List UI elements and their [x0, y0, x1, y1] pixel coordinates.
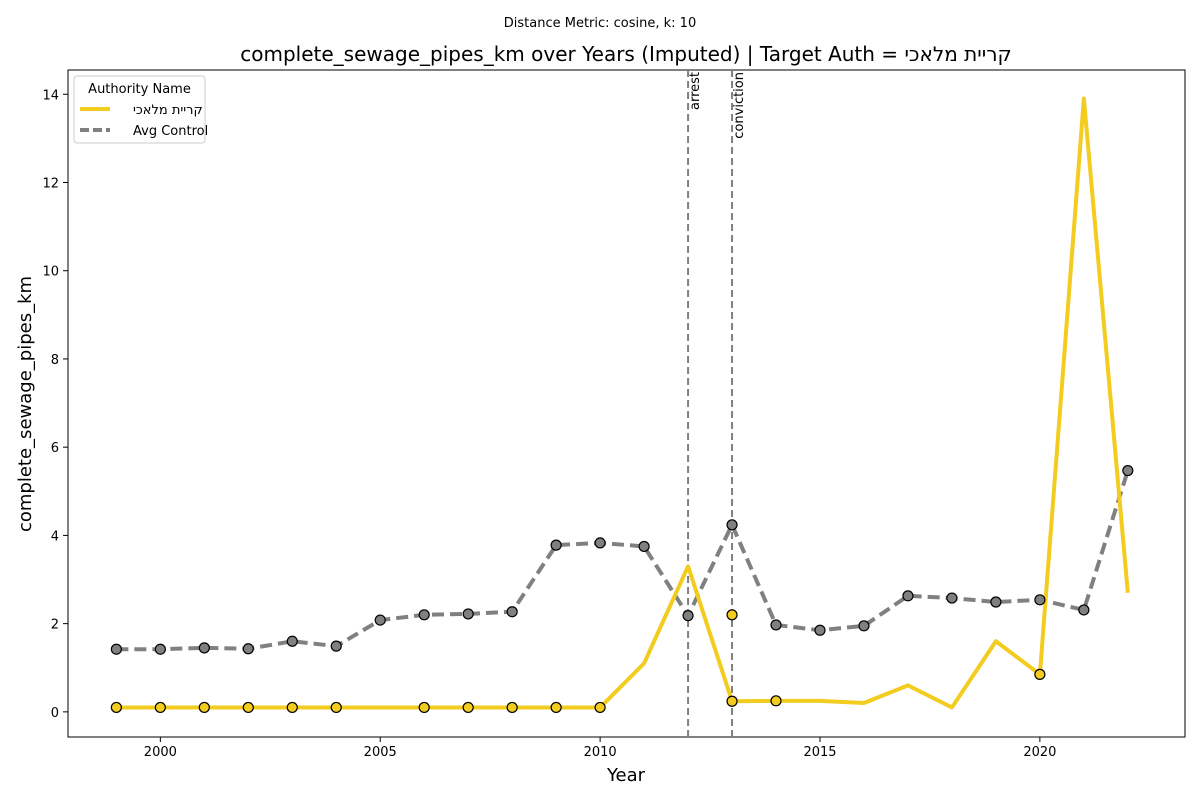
- data-point-target: [242, 701, 254, 714]
- data-point-avg-control: [1122, 464, 1134, 477]
- y-tick-label: 14: [42, 88, 59, 103]
- data-point-target: [418, 701, 430, 714]
- data-point-target: [154, 701, 166, 714]
- event-label-conviction: conviction: [732, 72, 747, 139]
- x-tick-label: 2020: [1023, 745, 1056, 760]
- y-tick-label: 6: [51, 441, 59, 456]
- x-axis-label: Year: [606, 765, 646, 786]
- y-tick-label: 4: [51, 529, 59, 544]
- data-point-avg-control: [374, 614, 386, 626]
- data-point-avg-control: [594, 537, 606, 549]
- event-label-arrest: arrest: [688, 72, 703, 110]
- data-point-avg-control: [990, 596, 1002, 608]
- data-point-target: [462, 701, 474, 714]
- data-point-avg-control: [682, 610, 694, 622]
- data-point-avg-control: [726, 519, 738, 531]
- data-point-target: [330, 701, 342, 714]
- y-tick-label: 12: [42, 176, 59, 191]
- y-tick-label: 0: [51, 706, 59, 721]
- data-point-avg-control: [506, 606, 518, 618]
- data-point-avg-control: [286, 635, 298, 647]
- data-point-avg-control: [418, 609, 430, 621]
- data-point-avg-control: [154, 643, 166, 655]
- series-line-target: [116, 96, 1130, 710]
- data-point-avg-control: [242, 643, 254, 655]
- data-point-avg-control: [770, 619, 782, 631]
- data-point-target: [550, 701, 562, 714]
- data-point-avg-control: [198, 642, 210, 654]
- marker-layer: [110, 464, 1134, 714]
- data-point-target: [506, 701, 518, 714]
- data-point-target: [594, 701, 606, 714]
- series-layer: [116, 96, 1130, 710]
- legend: Authority Name קריית מלאכי Avg Control: [73, 75, 208, 144]
- data-point-avg-control: [110, 643, 122, 655]
- data-point-avg-control: [1034, 594, 1046, 606]
- x-tick-label: 2005: [364, 745, 397, 760]
- plot-area: [67, 69, 1186, 738]
- series-line-avg-control: [116, 469, 1130, 652]
- data-point-avg-control: [902, 590, 914, 602]
- data-point-target: [286, 701, 298, 714]
- x-tick-label: 2010: [584, 745, 617, 760]
- data-point-avg-control: [1078, 604, 1090, 616]
- y-tick-label: 8: [51, 353, 59, 368]
- legend-entry-control: Avg Control: [133, 124, 208, 139]
- y-axis-label: complete_sewage_pipes_km: [15, 276, 36, 532]
- x-tick-label: 2000: [144, 745, 177, 760]
- legend-title: Authority Name: [88, 82, 191, 97]
- data-point-target: [770, 695, 782, 707]
- y-tick-label: 10: [42, 265, 59, 280]
- data-point-target: [110, 701, 122, 714]
- data-point-avg-control: [550, 539, 562, 551]
- data-point-avg-control: [638, 540, 650, 553]
- x-tick-label: 2015: [803, 745, 836, 760]
- data-point-target: [198, 701, 210, 714]
- plot-frame: [67, 69, 1186, 738]
- data-point-avg-control: [858, 620, 870, 632]
- x-axis: 2000 2005 2010 2015 2020: [144, 737, 1056, 760]
- data-point-target: [726, 609, 738, 621]
- data-point-target: [1034, 668, 1046, 680]
- data-point-avg-control: [814, 624, 826, 636]
- event-lines: arrest conviction: [687, 70, 747, 737]
- data-point-target: [726, 695, 738, 707]
- y-tick-label: 2: [51, 618, 59, 633]
- data-point-avg-control: [946, 592, 958, 604]
- y-axis: 0 2 4 6 8 10 12 14: [42, 88, 68, 721]
- data-point-avg-control: [462, 608, 474, 620]
- chart-suptitle: Distance Metric: cosine, k: 10: [504, 16, 696, 31]
- data-point-avg-control: [330, 640, 342, 652]
- legend-box: [73, 75, 206, 144]
- chart-title: complete_sewage_pipes_km over Years (Imp…: [240, 42, 1011, 66]
- legend-entry-target: קריית מלאכי: [133, 103, 203, 118]
